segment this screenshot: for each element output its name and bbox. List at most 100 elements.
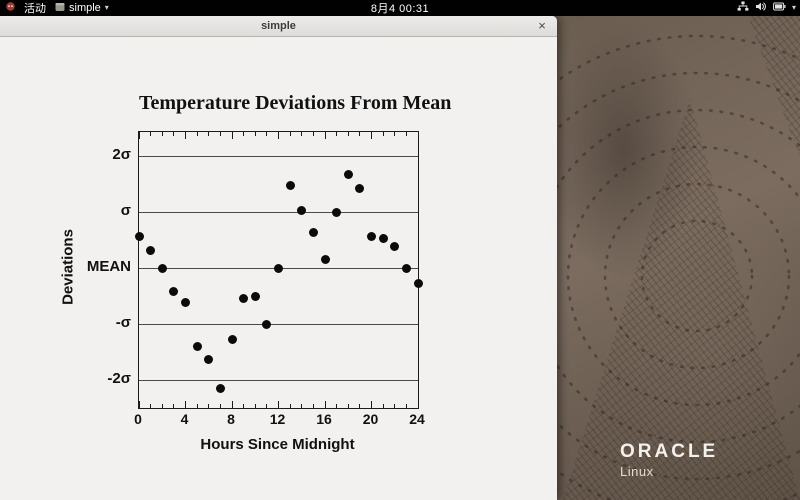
axis-tick [243,404,245,408]
data-point [285,181,295,191]
battery-icon [773,2,786,14]
axis-tick [301,404,303,408]
axis-tick [394,132,396,136]
axis-tick [138,132,140,139]
axis-tick [266,404,268,408]
app-window: simple × Temperature Deviations From Mea… [0,16,557,500]
oracle-wordmark: ORACLE [620,441,719,462]
oracle-linux-logo: ORACLE Linux [620,441,718,479]
axis-tick [173,132,175,136]
axis-tick [150,404,152,408]
data-point [134,232,144,242]
activities-label: 活动 [24,3,46,15]
axis-tick [231,132,233,139]
data-point [308,227,318,237]
y-tick-label: -2σ [107,370,131,387]
data-point [401,263,411,273]
axis-tick [382,404,384,408]
data-point [239,293,249,303]
axis-tick [371,401,372,408]
chevron-down-icon: ▾ [791,3,796,12]
axis-tick [208,404,210,408]
y-tick-label: MEAN [86,258,131,275]
axis-tick [289,404,291,408]
axis-tick [266,132,268,136]
system-status-area[interactable]: ▾ [737,0,796,16]
axis-tick [196,404,198,408]
axis-tick [347,132,349,136]
gridline-2σ [139,155,418,157]
window-title: simple [261,20,296,32]
axis-tick [185,401,186,408]
app-menu[interactable]: simple ▾ [55,2,109,15]
gridline-σ [139,211,418,213]
data-point [250,292,260,302]
axis-tick [208,132,210,136]
network-icon [737,1,749,15]
data-point [204,354,214,364]
clock-button[interactable]: 8月4 00:31 [371,0,429,16]
data-point [192,341,202,351]
close-icon[interactable]: × [538,17,546,33]
axis-tick [417,401,419,408]
top-bar: 活动 simple ▾ 8月4 00:31 ▾ [0,0,800,16]
gridline--σ [139,323,418,325]
axis-tick [150,132,152,136]
data-point [146,245,156,255]
volume-icon [755,1,767,15]
app-window-icon [55,2,65,15]
axis-tick [382,132,384,136]
axis-tick [173,404,175,408]
window-titlebar[interactable]: simple × [0,16,557,37]
axis-tick [394,404,396,408]
activities-button[interactable]: 活动 [24,0,46,16]
x-tick-label: 4 [180,411,189,427]
axis-tick [254,132,256,136]
x-tick-label: 0 [134,411,142,427]
gridline--2σ [139,379,418,381]
data-point [215,384,225,394]
axis-tick [278,401,279,408]
plot-area [134,131,423,409]
data-point [413,278,423,288]
x-axis-title: Hours Since Midnight [200,436,355,453]
axis-tick [185,132,186,139]
app-menu-label: simple [69,2,101,14]
axis-tick [312,404,314,408]
data-point [169,287,179,297]
axis-tick [231,401,233,408]
axis-tick [359,404,361,408]
x-tick-label: 20 [362,411,379,427]
data-point [274,263,283,273]
axis-tick [312,132,314,136]
data-point [227,334,237,344]
data-point [343,169,353,179]
axis-tick [324,401,326,408]
axis-tick [336,404,338,408]
data-point [157,263,167,273]
data-point [367,232,376,242]
scatter-chart: Temperature Deviations From Mean Deviati… [0,16,557,500]
data-point [390,241,400,251]
axis-tick [243,132,245,136]
axis-tick [138,401,140,408]
chart-title: Temperature Deviations From Mean [139,92,452,114]
axis-tick [301,132,303,136]
axis-tick [219,404,221,408]
axis-tick [219,132,221,136]
x-tick-label: 8 [227,411,235,427]
axis-tick [161,404,163,408]
data-point [262,319,272,329]
axis-tick [405,132,407,136]
data-point [181,298,190,308]
data-point [332,208,342,218]
data-point [355,183,365,193]
axis-tick [405,404,407,408]
x-tick-label: 12 [269,411,286,427]
axis-tick [347,404,349,408]
axis-tick [336,132,338,136]
axis-tick [254,404,256,408]
axis-tick [359,132,361,136]
y-tick-label: 2σ [112,146,131,163]
